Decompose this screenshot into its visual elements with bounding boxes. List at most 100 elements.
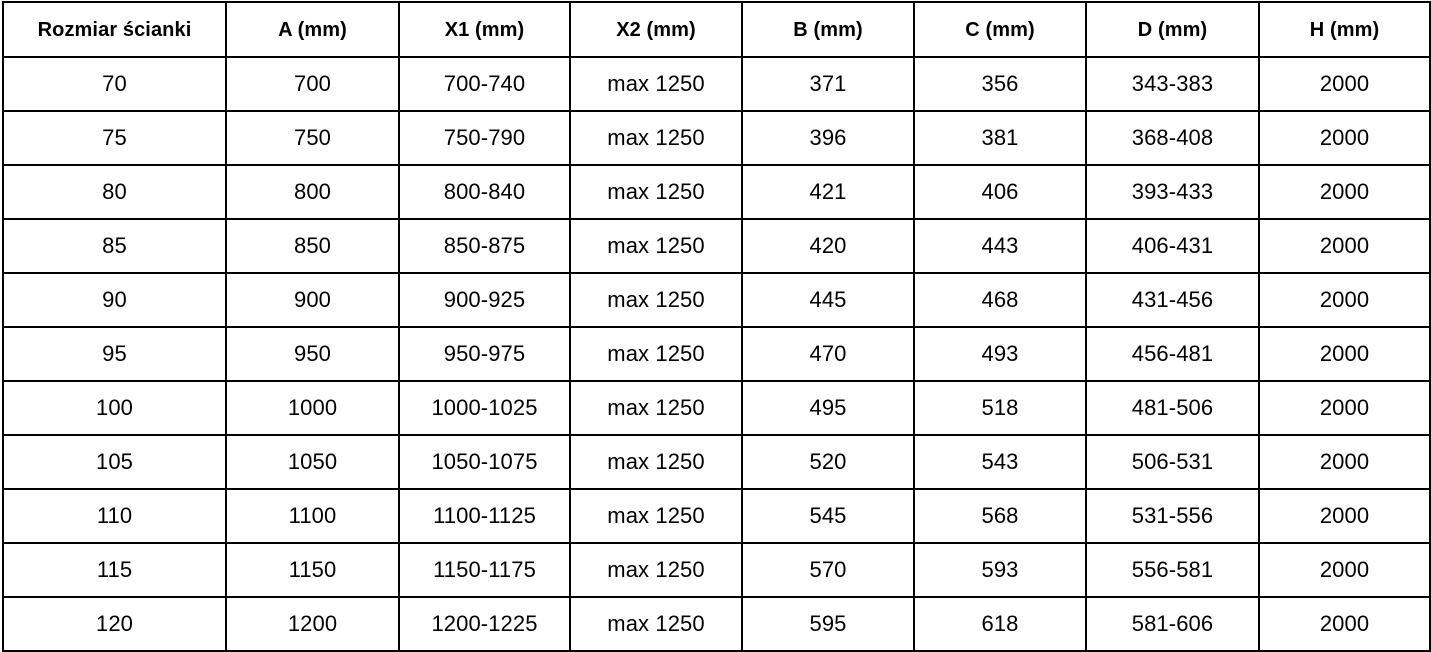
table-row: 75 750 750-790 max 1250 396 381 368-408 2000: [2, 110, 1431, 166]
cell-size: 115: [2, 542, 227, 598]
cell-a: 700: [225, 56, 400, 112]
cell-a: 750: [225, 110, 400, 166]
cell-b: 595: [741, 596, 915, 652]
cell-size: 75: [2, 110, 227, 166]
cell-size: 95: [2, 326, 227, 382]
table-row: 105 1050 1050-1075 max 1250 520 543 506-531 200…: [2, 434, 1431, 490]
cell-x1: 1000-1025: [398, 380, 571, 436]
column-header-h: H (mm): [1258, 1, 1431, 58]
cell-x2: max 1250: [569, 164, 743, 220]
table-row: 90 900 900-925 max 1250 445 468 431-456 2000: [2, 272, 1431, 328]
cell-b: 470: [741, 326, 915, 382]
cell-size: 80: [2, 164, 227, 220]
cell-h: 2000: [1258, 272, 1431, 328]
cell-x2: max 1250: [569, 542, 743, 598]
cell-h: 2000: [1258, 218, 1431, 274]
header-row: Rozmiar ścianki A (mm) X1 (mm) X2 (mm) B (mm…: [2, 1, 1431, 58]
cell-a: 900: [225, 272, 400, 328]
cell-d: 431-456: [1085, 272, 1260, 328]
cell-b: 445: [741, 272, 915, 328]
table-row: 85 850 850-875 max 1250 420 443 406-431 2000: [2, 218, 1431, 274]
column-header-c: C (mm): [913, 1, 1087, 58]
cell-d: 531-556: [1085, 488, 1260, 544]
table-row: 100 1000 1000-1025 max 1250 495 518 481-506 200…: [2, 380, 1431, 436]
cell-c: 543: [913, 434, 1087, 490]
cell-h: 2000: [1258, 596, 1431, 652]
cell-h: 2000: [1258, 488, 1431, 544]
cell-h: 2000: [1258, 542, 1431, 598]
column-header-size: Rozmiar ścianki: [2, 1, 227, 58]
cell-x2: max 1250: [569, 326, 743, 382]
cell-x1: 750-790: [398, 110, 571, 166]
cell-size: 100: [2, 380, 227, 436]
cell-x2: max 1250: [569, 272, 743, 328]
cell-b: 421: [741, 164, 915, 220]
cell-a: 850: [225, 218, 400, 274]
cell-b: 495: [741, 380, 915, 436]
cell-h: 2000: [1258, 380, 1431, 436]
cell-d: 393-433: [1085, 164, 1260, 220]
cell-size: 90: [2, 272, 227, 328]
column-header-a: A (mm): [225, 1, 400, 58]
cell-c: 568: [913, 488, 1087, 544]
cell-x1: 700-740: [398, 56, 571, 112]
cell-c: 518: [913, 380, 1087, 436]
cell-x2: max 1250: [569, 56, 743, 112]
cell-d: 506-531: [1085, 434, 1260, 490]
cell-c: 618: [913, 596, 1087, 652]
column-header-b: B (mm): [741, 1, 915, 58]
cell-d: 481-506: [1085, 380, 1260, 436]
cell-c: 593: [913, 542, 1087, 598]
table-header: Rozmiar ścianki A (mm) X1 (mm) X2 (mm) B (mm…: [2, 1, 1431, 58]
table-row: 70 700 700-740 max 1250 371 356 343-383 2000: [2, 56, 1431, 112]
cell-a: 1150: [225, 542, 400, 598]
cell-size: 120: [2, 596, 227, 652]
cell-d: 556-581: [1085, 542, 1260, 598]
cell-size: 85: [2, 218, 227, 274]
table-row: 115 1150 1150-1175 max 1250 570 593 556-581 200…: [2, 542, 1431, 598]
cell-d: 456-481: [1085, 326, 1260, 382]
cell-x2: max 1250: [569, 434, 743, 490]
cell-c: 381: [913, 110, 1087, 166]
table-row: 110 1100 1100-1125 max 1250 545 568 531-556 200…: [2, 488, 1431, 544]
cell-x1: 900-925: [398, 272, 571, 328]
cell-size: 70: [2, 56, 227, 112]
cell-a: 1100: [225, 488, 400, 544]
column-header-x1: X1 (mm): [398, 1, 571, 58]
cell-x2: max 1250: [569, 596, 743, 652]
cell-x1: 1100-1125: [398, 488, 571, 544]
cell-d: 581-606: [1085, 596, 1260, 652]
cell-b: 420: [741, 218, 915, 274]
cell-h: 2000: [1258, 110, 1431, 166]
cell-x2: max 1250: [569, 380, 743, 436]
cell-size: 105: [2, 434, 227, 490]
cell-a: 1000: [225, 380, 400, 436]
table-row: 80 800 800-840 max 1250 421 406 393-433 2000: [2, 164, 1431, 220]
cell-a: 950: [225, 326, 400, 382]
cell-x1: 1150-1175: [398, 542, 571, 598]
cell-b: 570: [741, 542, 915, 598]
cell-size: 110: [2, 488, 227, 544]
cell-b: 396: [741, 110, 915, 166]
cell-x2: max 1250: [569, 488, 743, 544]
table-row: 120 1200 1200-1225 max 1250 595 618 581-606 200…: [2, 596, 1431, 652]
cell-x2: max 1250: [569, 110, 743, 166]
table-body: 70 700 700-740 max 1250 371 356 343-383 2000 75 7…: [2, 56, 1431, 652]
cell-b: 520: [741, 434, 915, 490]
cell-c: 406: [913, 164, 1087, 220]
cell-h: 2000: [1258, 326, 1431, 382]
cell-c: 443: [913, 218, 1087, 274]
table-row: 95 950 950-975 max 1250 470 493 456-481 2000: [2, 326, 1431, 382]
cell-x1: 850-875: [398, 218, 571, 274]
cell-x1: 1050-1075: [398, 434, 571, 490]
cell-h: 2000: [1258, 434, 1431, 490]
cell-a: 800: [225, 164, 400, 220]
cell-x1: 800-840: [398, 164, 571, 220]
cell-a: 1200: [225, 596, 400, 652]
cell-h: 2000: [1258, 56, 1431, 112]
cell-c: 356: [913, 56, 1087, 112]
cell-d: 368-408: [1085, 110, 1260, 166]
cell-b: 545: [741, 488, 915, 544]
